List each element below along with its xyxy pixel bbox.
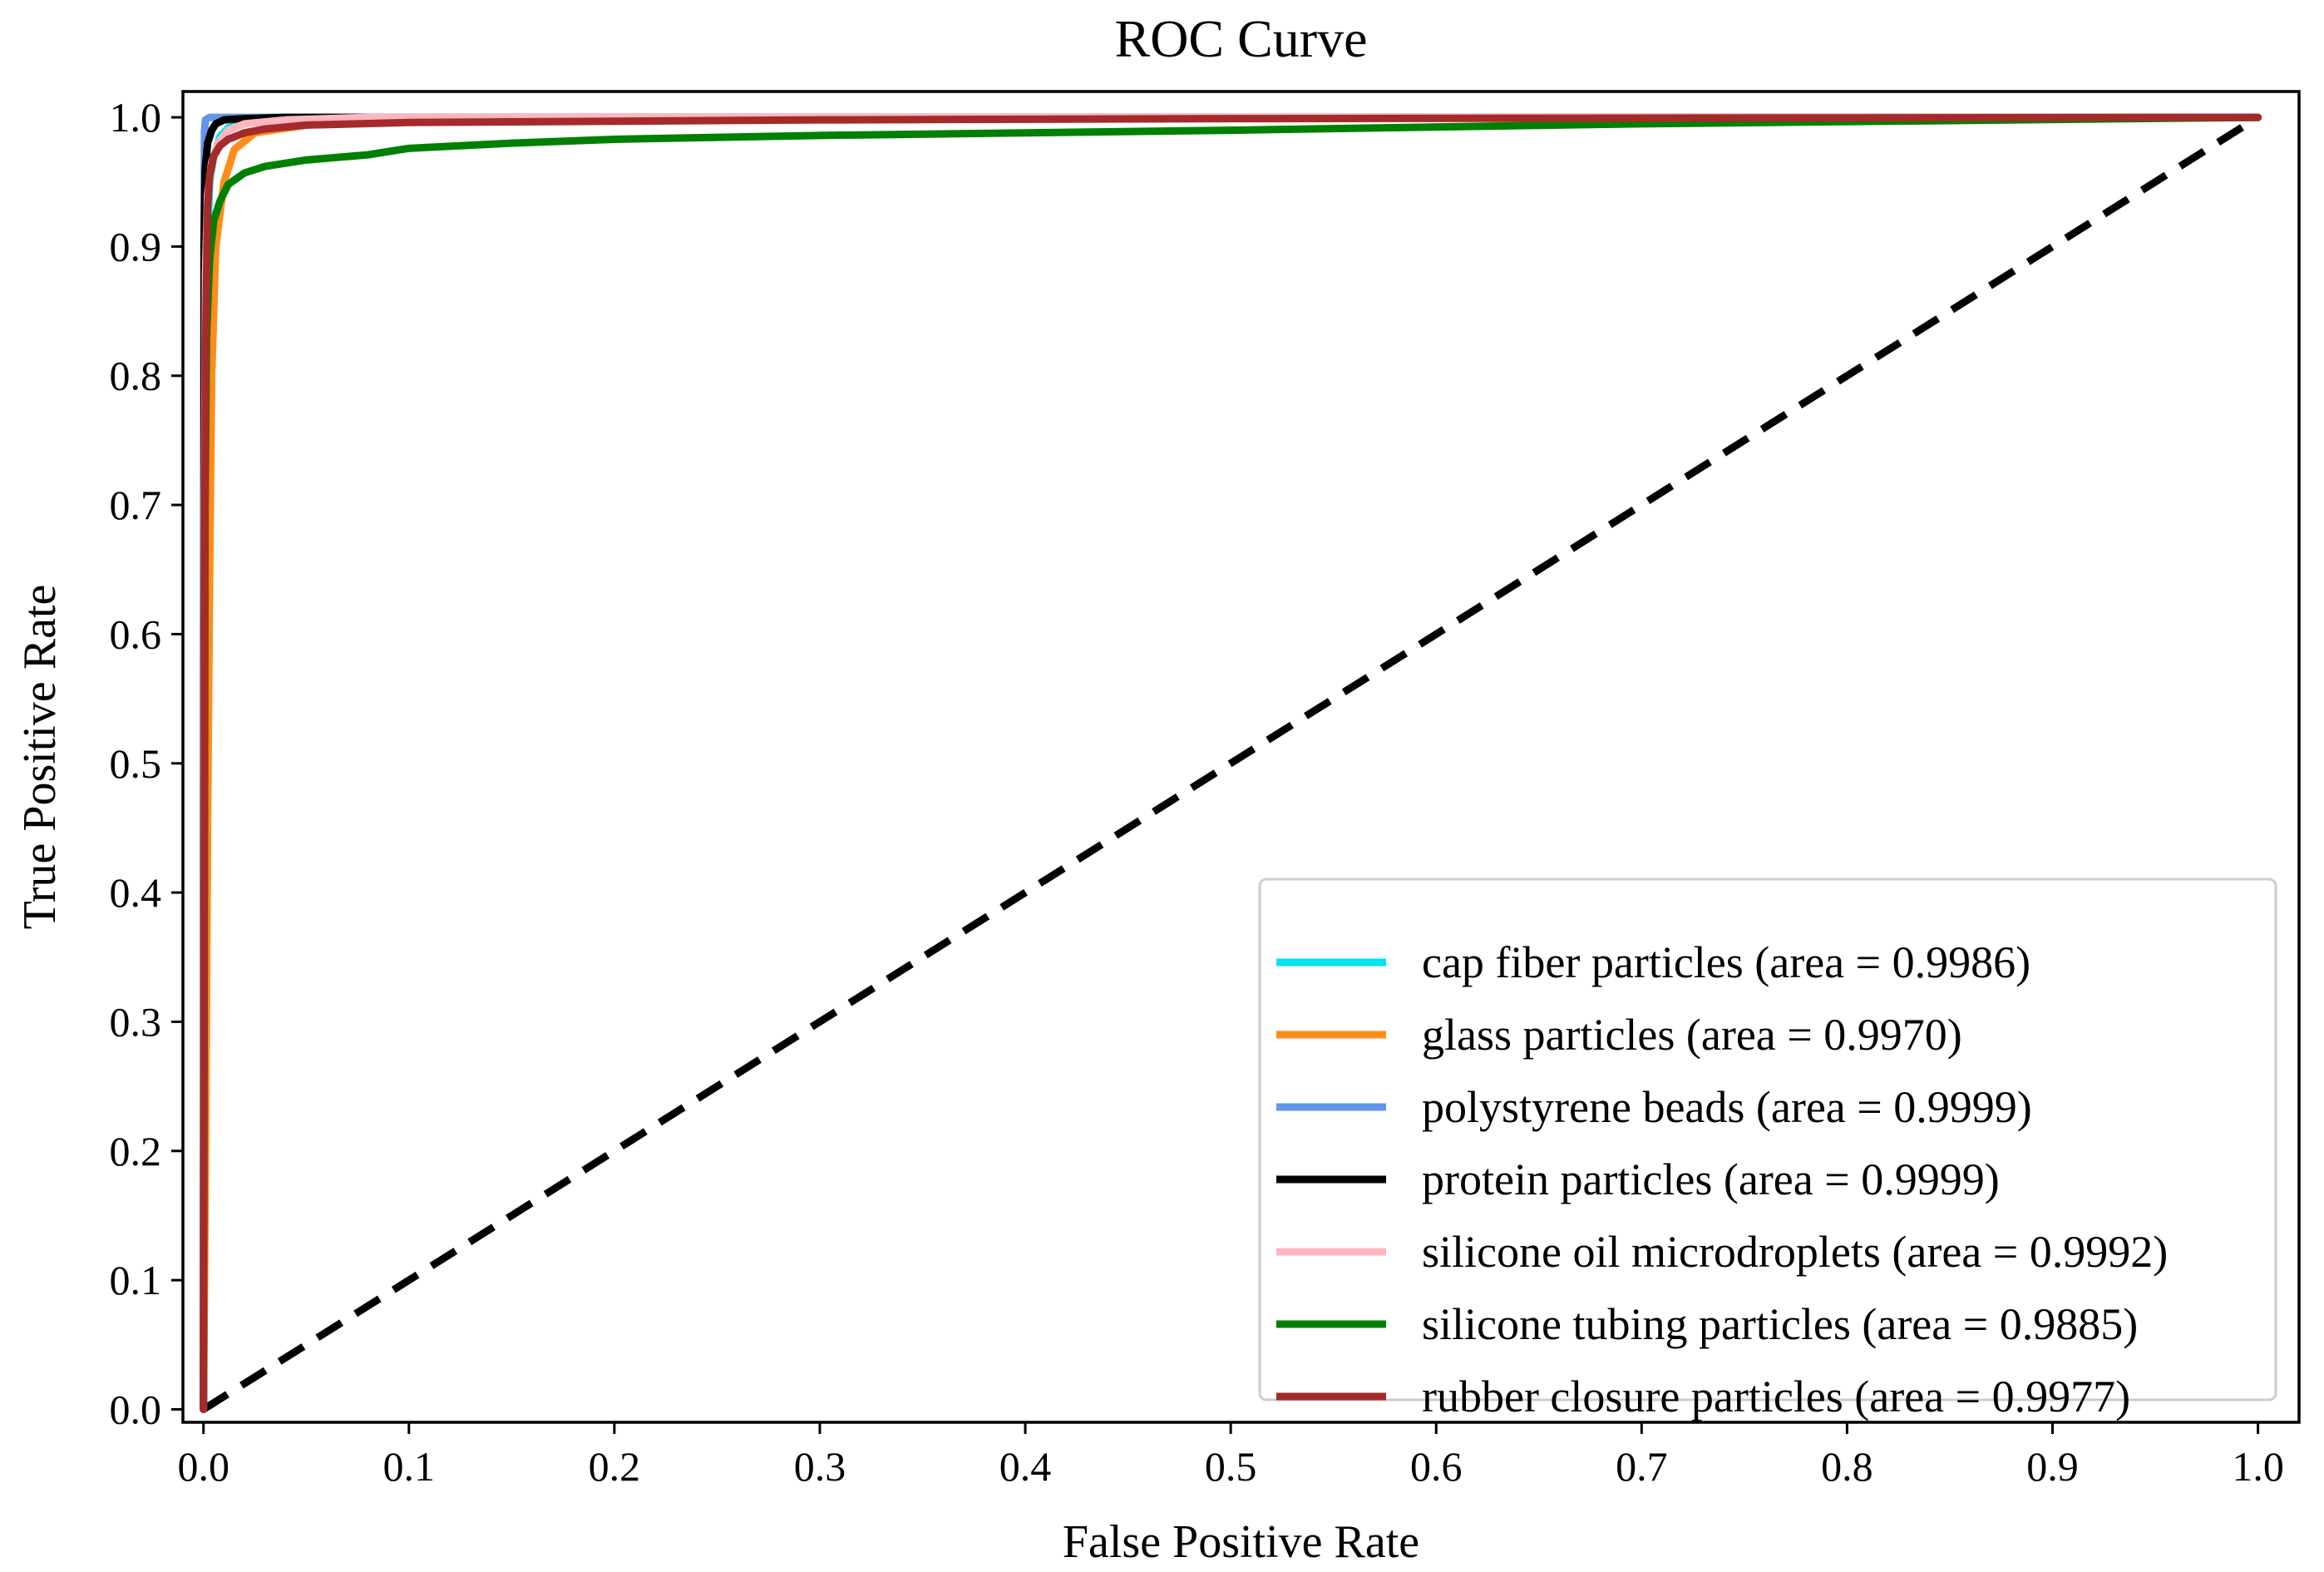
y-tick-label: 0.6 <box>110 611 162 657</box>
y-tick-label: 1.0 <box>110 94 162 141</box>
x-axis-label: False Positive Rate <box>1063 1516 1419 1568</box>
series-group <box>200 113 2262 1413</box>
y-tick-label: 0.7 <box>110 482 162 528</box>
x-tick-label: 0.0 <box>177 1443 229 1490</box>
x-tick-label: 0.9 <box>2026 1443 2079 1490</box>
x-tick-label: 0.5 <box>1205 1443 1257 1490</box>
x-tick-label: 0.2 <box>589 1443 641 1490</box>
y-tick-label: 0.9 <box>110 223 162 269</box>
plot-group: ROC Curve False Positive Rate True Positiv… <box>14 9 2301 1568</box>
legend-entry-4: silicone oil microdroplets (area = 0.999… <box>1422 1227 2168 1277</box>
y-tick-label: 0.1 <box>110 1257 162 1303</box>
legend-entry-1: glass particles (area = 0.9970) <box>1422 1010 1962 1060</box>
legend-entry-0: cap fiber particles (area = 0.9986) <box>1422 937 2030 987</box>
legend-entry-2: polystyrene beads (area = 0.9999) <box>1422 1082 2032 1132</box>
x-tick-label: 0.1 <box>383 1443 436 1490</box>
roc-series-line-6 <box>200 113 2262 1413</box>
y-tick-label: 0.4 <box>110 869 162 916</box>
chance-diagonal-line <box>201 114 2260 1413</box>
legend-entry-3: protein particles (area = 0.9999) <box>1422 1154 2000 1204</box>
x-tick-label: 0.8 <box>1821 1443 1873 1490</box>
y-tick-label: 0.0 <box>110 1386 162 1432</box>
x-tick-label: 0.6 <box>1410 1443 1463 1490</box>
x-tick-label: 0.3 <box>794 1443 846 1490</box>
y-tick-label: 0.8 <box>110 353 162 399</box>
legend-entry-5: silicone tubing particles (area = 0.9885… <box>1422 1299 2138 1349</box>
axis-ticks: 0.0 0.1 0.2 0.3 0.4 0.5 0.6 0.7 0.8 0.9 1.0 0.0 0.1 0… <box>110 94 2284 1490</box>
y-axis-label: True Positive Rate <box>14 585 66 930</box>
plot-frame <box>181 90 2301 1424</box>
x-tick-label: 0.4 <box>999 1443 1052 1490</box>
legend-entry-6: rubber closure particles (area = 0.9977) <box>1422 1372 2130 1421</box>
x-tick-label: 1.0 <box>2232 1443 2284 1490</box>
legend-box <box>1258 877 2277 1401</box>
x-tick-label: 0.7 <box>1616 1443 1668 1490</box>
y-tick-label: 0.2 <box>110 1128 162 1174</box>
y-tick-label: 0.3 <box>110 998 162 1045</box>
legend: cap fiber particles (area = 0.9986) glass… <box>1258 877 2277 1421</box>
chart-title: ROC Curve <box>1115 9 1368 68</box>
y-tick-label: 0.5 <box>110 740 162 787</box>
